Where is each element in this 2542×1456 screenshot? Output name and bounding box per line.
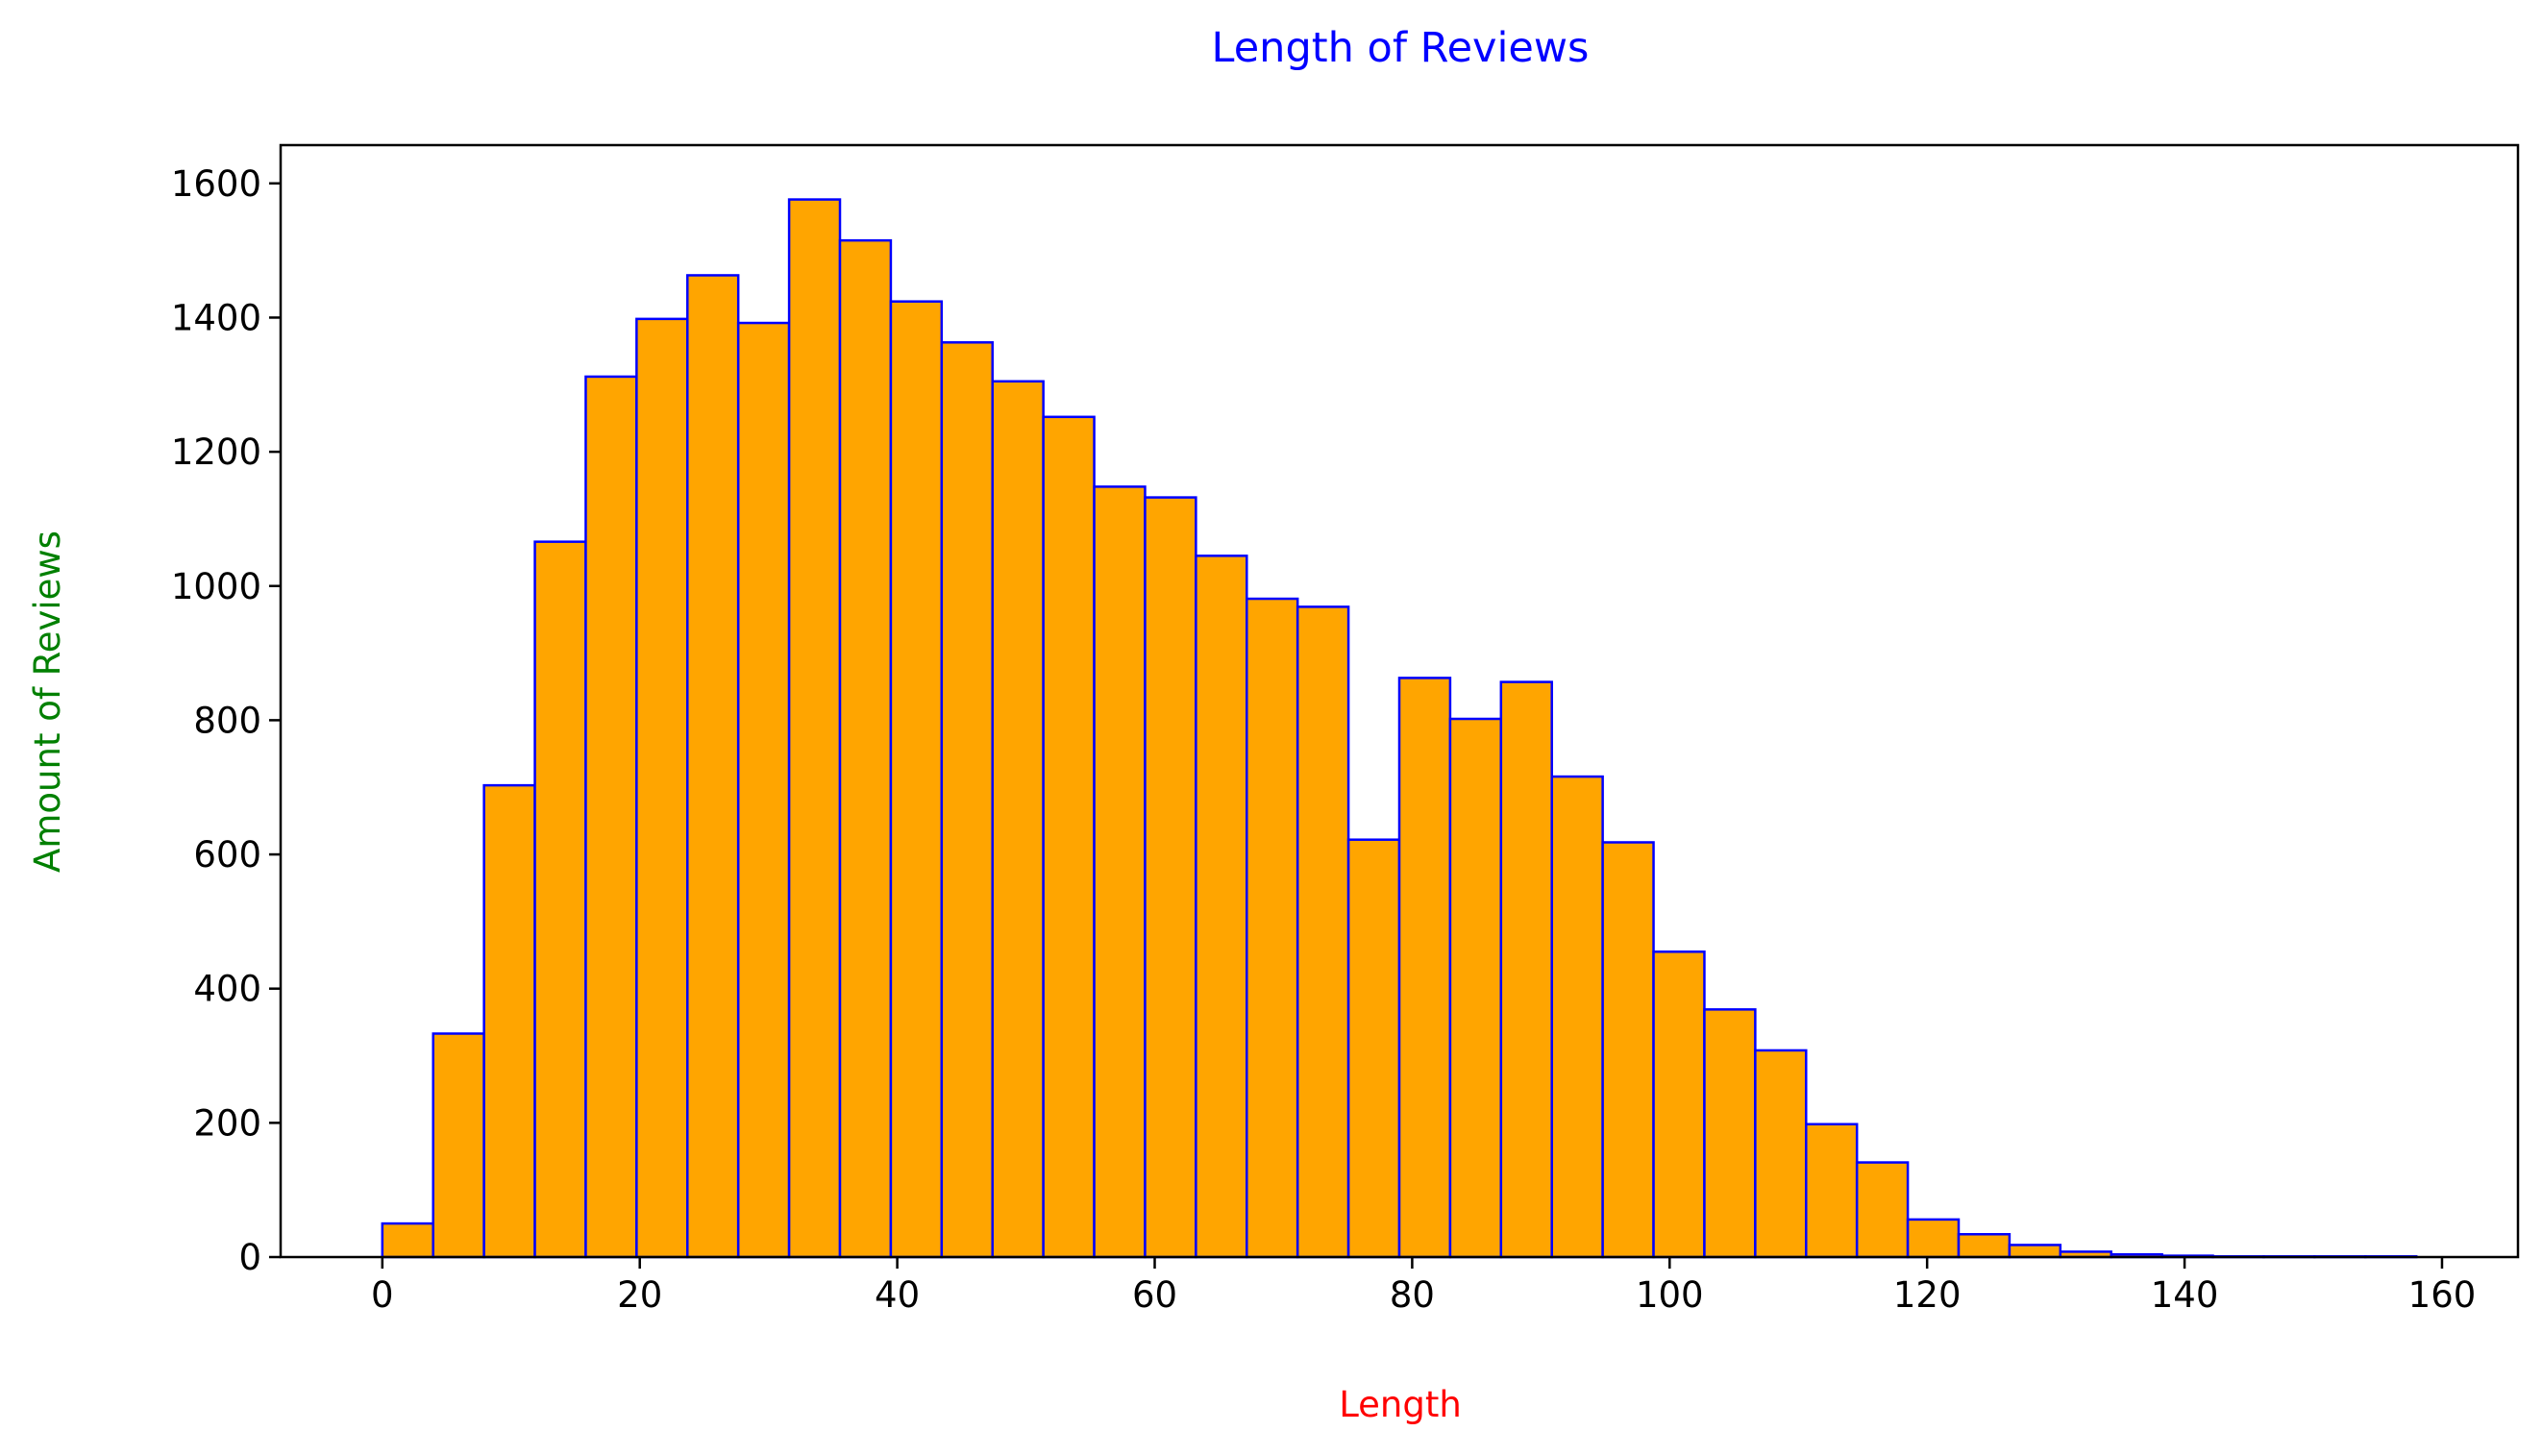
histogram-bar [1195, 555, 1248, 1259]
histogram-bar [482, 783, 536, 1259]
plot-frame [279, 143, 2520, 1259]
y-tick-label: 1000 [171, 566, 261, 607]
histogram-bar [1805, 1123, 1859, 1259]
y-tick-label: 200 [193, 1102, 261, 1144]
histogram-bar [1601, 841, 1655, 1259]
x-axis-label: Length [1339, 1384, 1462, 1425]
histogram-bar [584, 375, 638, 1259]
histogram-bar [1499, 680, 1553, 1259]
histogram-bar [1296, 605, 1350, 1259]
histogram-bar [1957, 1233, 2011, 1259]
histogram-bar [1042, 415, 1096, 1259]
histogram-bar [1754, 1049, 1808, 1259]
y-tick-label: 800 [193, 700, 261, 741]
chart-title: Length of Reviews [1212, 24, 1590, 72]
y-tick-label: 0 [238, 1237, 261, 1278]
histogram-bar [1144, 496, 1197, 1259]
histogram-bar [1346, 838, 1401, 1259]
x-tick-label: 100 [1636, 1274, 1704, 1316]
x-tick-label: 120 [1893, 1274, 1962, 1316]
histogram-bar [686, 274, 740, 1259]
histogram-bar [991, 380, 1045, 1259]
histogram-bar [940, 341, 994, 1259]
x-tick-label: 80 [1390, 1274, 1435, 1316]
x-tick-label: 60 [1132, 1274, 1177, 1316]
x-tick-label: 140 [2151, 1274, 2219, 1316]
histogram-bar [1448, 717, 1503, 1259]
y-tick-label: 400 [193, 969, 261, 1010]
histogram-bar [1246, 597, 1299, 1259]
ticks-layer: 0 20 40 60 80 100 120 140 1600200400600800100012… [171, 163, 2476, 1316]
y-axis-label: Amount of Reviews [27, 531, 68, 873]
histogram-bar [889, 300, 944, 1259]
histogram-bar [1906, 1218, 1961, 1259]
histogram-bar [432, 1032, 485, 1259]
histogram-bar [1652, 950, 1706, 1259]
y-tick-label: 1200 [171, 432, 261, 473]
histogram-bar [1093, 485, 1147, 1259]
histogram-bar [838, 238, 893, 1259]
x-tick-label: 160 [2408, 1274, 2477, 1316]
y-tick-label: 1600 [171, 163, 261, 205]
histogram-bar [1397, 677, 1452, 1259]
histogram-bar [787, 198, 842, 1259]
bars-layer [381, 198, 2418, 1259]
histogram-bar [1550, 775, 1604, 1259]
histogram-bar [381, 1222, 434, 1259]
histogram-bar [533, 540, 587, 1259]
x-tick-label: 20 [617, 1274, 662, 1316]
histogram-bar [1855, 1161, 1910, 1259]
x-tick-label: 40 [875, 1274, 920, 1316]
histogram-bar [635, 317, 689, 1259]
x-tick-label: 0 [371, 1274, 394, 1316]
y-tick-label: 1400 [171, 297, 261, 338]
histogram-bar [736, 321, 791, 1259]
y-tick-label: 600 [193, 834, 261, 876]
histogram-bar [2008, 1244, 2062, 1259]
histogram-bar [1703, 1008, 1757, 1259]
